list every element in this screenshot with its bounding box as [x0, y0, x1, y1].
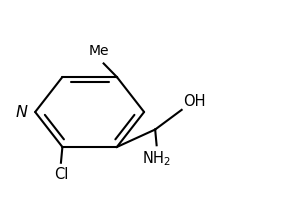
Text: Cl: Cl: [54, 167, 68, 182]
Text: N: N: [16, 105, 28, 119]
Text: Me: Me: [89, 44, 110, 58]
Text: OH: OH: [183, 94, 206, 109]
Text: NH$_2$: NH$_2$: [142, 149, 171, 168]
